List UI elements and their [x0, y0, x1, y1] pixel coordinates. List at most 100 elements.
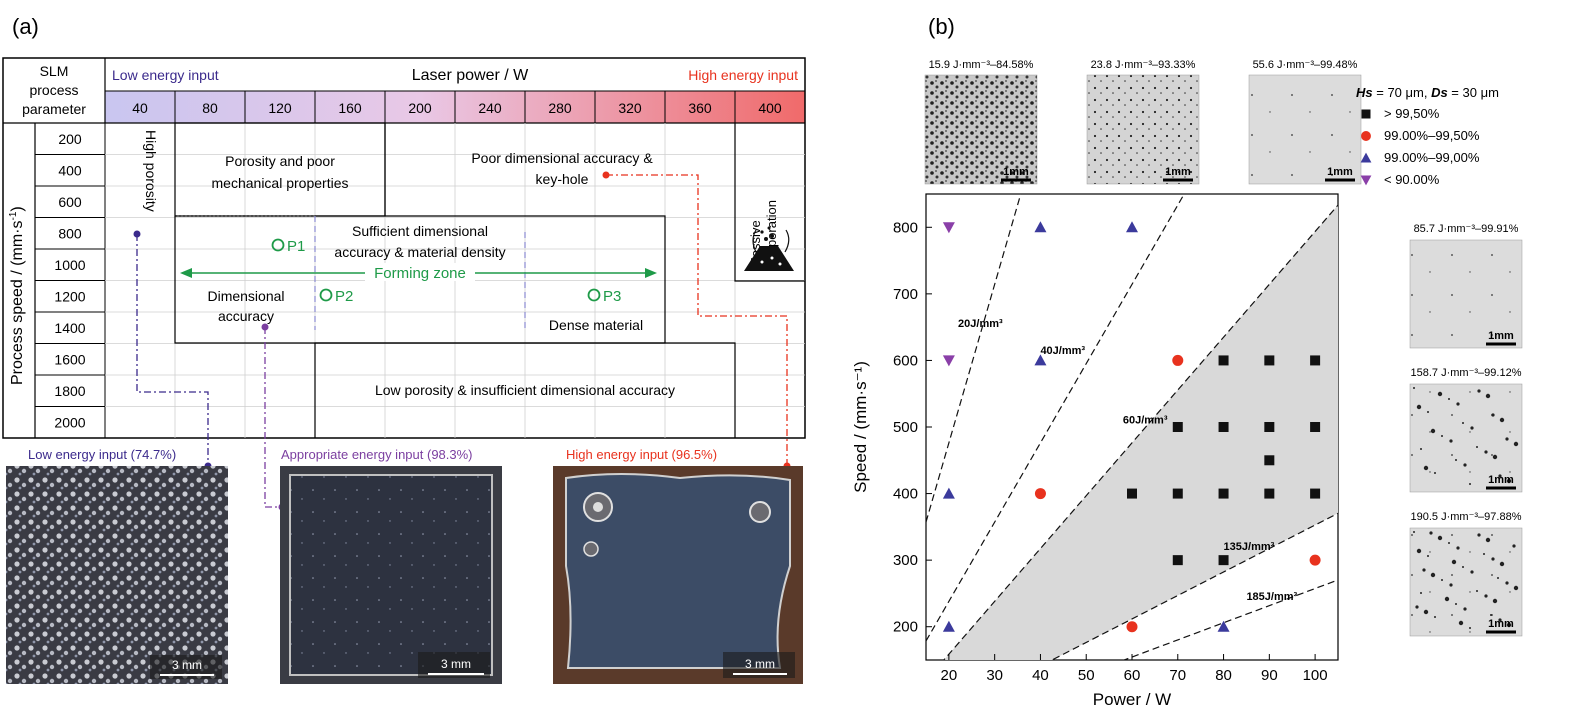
process-map-table: SLM process parameter Low energy input H… [2, 57, 806, 511]
x-tick-label: 90 [1261, 667, 1278, 684]
p1-marker [271, 238, 285, 252]
data-point [1218, 488, 1229, 499]
forming-zone-label: Forming zone [374, 265, 466, 282]
data-point [942, 222, 955, 234]
x-tick-label: 30 [986, 667, 1003, 684]
micrograph-side-1: 85.7 J·mm⁻³–99.91% 1mm [1409, 223, 1523, 349]
data-point [1218, 422, 1229, 432]
power-col-160: 160 [338, 100, 362, 116]
data-point [1264, 355, 1275, 366]
speed-row-1600: 1600 [54, 351, 85, 367]
micrograph-side-2: 158.7 J·mm⁻³–99.12% 1mm [1409, 367, 1523, 493]
data-point [1264, 422, 1275, 432]
speed-row-1200: 1200 [54, 288, 85, 304]
poor-dim-2: key-hole [536, 171, 589, 187]
energy-line-label: 185J/mm³ [1246, 591, 1297, 603]
data-point [942, 487, 955, 499]
dim-acc-2: accuracy [218, 308, 274, 324]
data-point [1172, 422, 1183, 432]
legend-label: < 90.00% [1384, 172, 1440, 187]
speed-row-200: 200 [58, 131, 82, 147]
x-axis-label: Power / W [1093, 690, 1171, 709]
micrograph-low-energy: Low energy input (74.7%) 3 mm [6, 447, 228, 684]
micro-side-caption: 158.7 J·mm⁻³–99.12% [1411, 367, 1522, 379]
data-point [1264, 488, 1275, 499]
data-point [1172, 488, 1183, 499]
legend-marker [1361, 109, 1371, 119]
data-point [1127, 488, 1137, 499]
data-point [1217, 620, 1230, 632]
laser-power-label: Laser power / W [412, 67, 529, 84]
micro-side-caption: 190.5 J·mm⁻³–97.88% [1411, 511, 1522, 523]
power-col-40: 40 [132, 100, 148, 116]
x-tick-label: 80 [1215, 667, 1232, 684]
x-tick-label: 40 [1032, 667, 1049, 684]
data-point [1126, 621, 1138, 633]
energy-line-60 [943, 204, 1338, 660]
x-tick-label: 100 [1303, 667, 1328, 684]
speed-row-1400: 1400 [54, 320, 85, 336]
micrograph-top-3: 55.6 J·mm⁻³–99.48% 1mm [1248, 59, 1362, 185]
power-col-320: 320 [618, 100, 642, 116]
power-col-240: 240 [478, 100, 502, 116]
header-parameter: parameter [22, 101, 86, 117]
micro-a-caption-3: High energy input (96.5%) [566, 447, 717, 462]
speed-row-1800: 1800 [54, 383, 85, 399]
header-slm: SLM [40, 63, 69, 79]
data-point [1310, 355, 1321, 366]
micro-side-scale: 1mm [1488, 330, 1514, 342]
p3-label: P3 [603, 288, 621, 305]
region-low-porosity [314, 342, 736, 438]
data-point [1034, 354, 1047, 366]
x-tick-label: 70 [1169, 667, 1186, 684]
high-porosity-label: High porosity [143, 130, 159, 212]
data-point [1264, 455, 1275, 466]
data-point [942, 355, 955, 367]
power-col-280: 280 [548, 100, 572, 116]
micro-side-scale: 1mm [1488, 474, 1514, 486]
energy-line-40 [926, 194, 1185, 642]
data-point [1172, 354, 1184, 366]
evaporation-icon [744, 226, 794, 271]
micro-top-scale: 1mm [1003, 166, 1029, 178]
micrograph-side-3: 190.5 J·mm⁻³–97.88% 1mm [1409, 511, 1523, 637]
y-tick-label: 600 [893, 352, 918, 369]
legend-marker [1360, 175, 1372, 186]
data-point [1172, 555, 1183, 566]
micro-top-caption: 15.9 J·mm⁻³–84.58% [929, 59, 1034, 71]
legend-label: > 99,50% [1384, 106, 1440, 121]
x-tick-label: 60 [1124, 667, 1141, 684]
micro-top-caption: 55.6 J·mm⁻³–99.48% [1253, 59, 1358, 71]
data-point [942, 620, 955, 632]
header-process: process [29, 82, 78, 98]
legend-marker [1360, 152, 1372, 163]
high-energy-label: High energy input [688, 67, 798, 83]
energy-line-20 [926, 194, 1022, 523]
panel-label-a: (a) [12, 14, 39, 39]
p1-label: P1 [287, 238, 305, 255]
micrograph-appropriate-energy: Appropriate energy input (98.3%) 3 mm [280, 447, 502, 684]
region-massive-evaporation [734, 123, 805, 282]
micro-side-scale: 1mm [1488, 618, 1514, 630]
power-col-200: 200 [408, 100, 432, 116]
low-porosity-label: Low porosity & insufficient dimensional … [375, 382, 675, 398]
legend-hs-ds: Hs = 70 μm, Ds = 30 μm [1356, 85, 1499, 100]
energy-line-label: 60J/mm³ [1123, 415, 1168, 427]
power-col-80: 80 [202, 100, 218, 116]
p2-label: P2 [335, 288, 353, 305]
dim-acc-1: Dimensional [207, 288, 284, 304]
data-point [1034, 488, 1046, 500]
y-tick-label: 400 [893, 486, 918, 503]
energy-line-label: 135J/mm³ [1224, 541, 1275, 553]
energy-line-135 [1050, 512, 1338, 660]
low-energy-label: Low energy input [112, 67, 219, 83]
micro-side-caption: 85.7 J·mm⁻³–99.91% [1414, 223, 1519, 235]
speed-row-600: 600 [58, 194, 82, 210]
data-point [1126, 221, 1138, 233]
y-tick-label: 500 [893, 419, 918, 436]
data-point [1310, 422, 1321, 432]
legend-label: 99.00%–99,00% [1384, 150, 1480, 165]
y-tick-label: 200 [893, 619, 918, 636]
legend-marker [1361, 131, 1371, 141]
